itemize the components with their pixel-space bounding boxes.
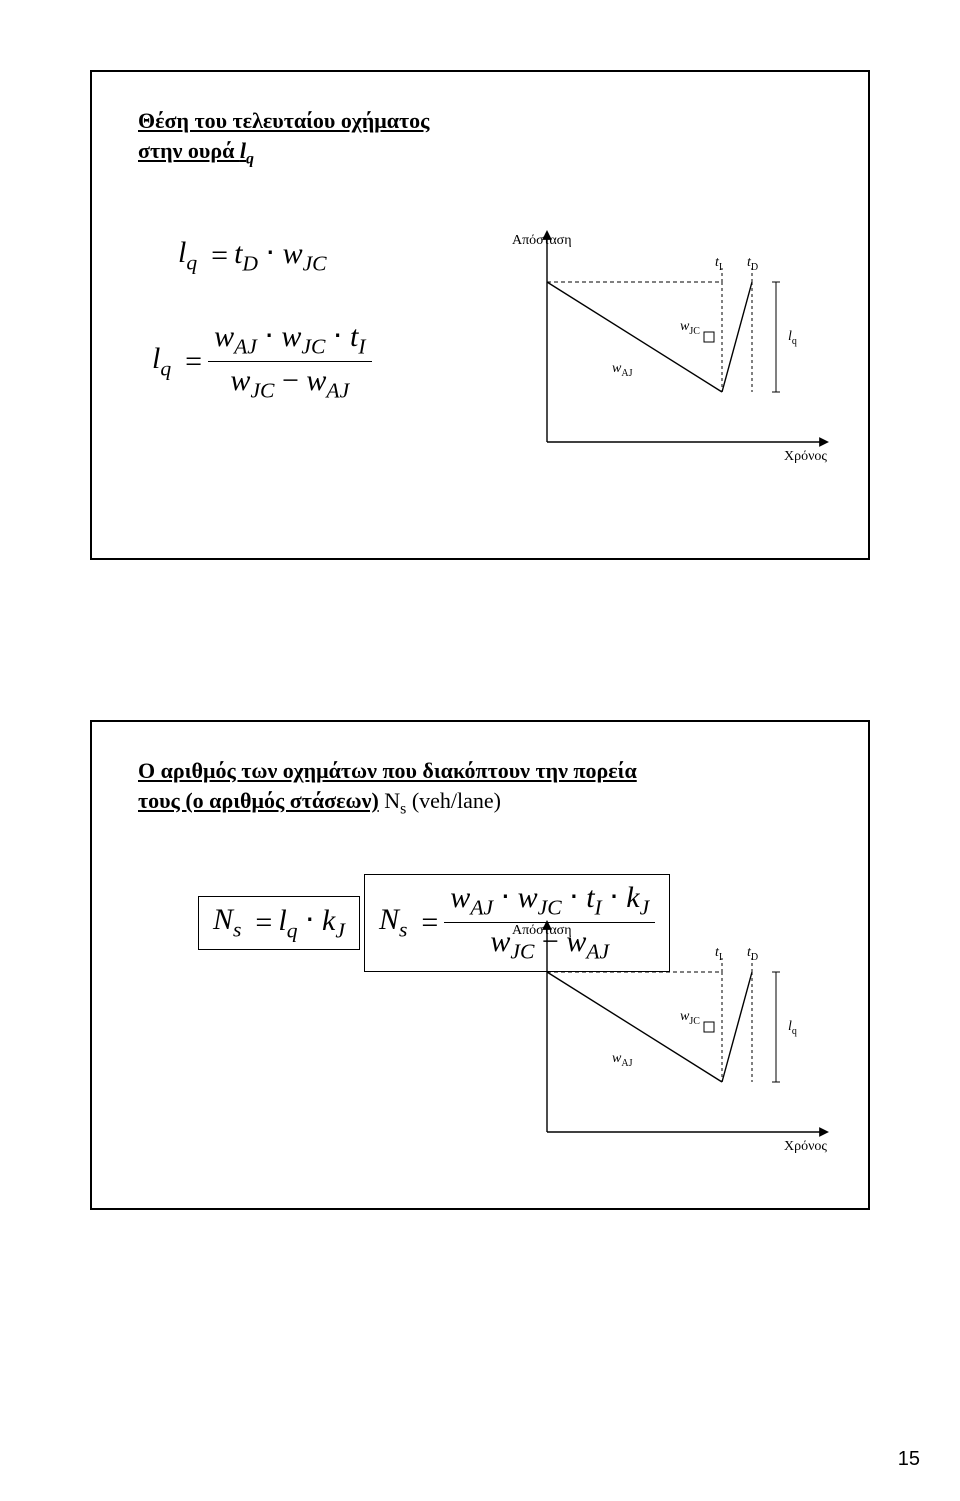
slide1-eq2-den-w2-base: w <box>306 364 326 397</box>
slide1-eq2-den-w2-sub: AJ <box>326 379 349 403</box>
slide1-eq2-num-w1-sub: AJ <box>234 335 257 359</box>
slide2-eq1-l-sub: q <box>287 918 298 942</box>
slide2-wAJ-sub: AJ <box>621 1058 632 1069</box>
slide1-eq2-num-w2-base: w <box>281 320 301 353</box>
slide2-lq-sub: q <box>792 1026 797 1037</box>
slide-1-frame: Θέση του τελευταίου οχήματος στην ουρά l… <box>90 70 870 560</box>
slide1-eq1-w-sub: JC <box>303 251 327 275</box>
slide1-ylabel: Απόσταση <box>512 233 572 248</box>
svg-text:tD: tD <box>747 255 758 273</box>
slide2-eq2-num-k-base: k <box>626 881 639 914</box>
slide2-eq2-num-t-base: t <box>586 881 594 914</box>
slide1-eq2-num-t-sub: I <box>358 335 365 359</box>
slide1-wJC-sub: JC <box>689 326 700 337</box>
svg-text:wAJ: wAJ <box>612 361 633 379</box>
slide1-eq2-num-w1-base: w <box>214 320 234 353</box>
svg-text:tI: tI <box>715 255 722 273</box>
slide1-xlabel: Χρόνος <box>784 449 827 464</box>
slide2-eq2-num-w1-sub: AJ <box>470 896 493 920</box>
slide2-eq1-lhs-base: N <box>213 903 233 936</box>
slide2-eq2-num-w2-base: w <box>518 881 538 914</box>
slide1-eq1-t-sub: D <box>242 251 258 275</box>
slide2-eq1-lhs-sub: s <box>233 918 241 942</box>
slide-2-frame: Ο αριθμός των οχημάτων που διακόπτουν τη… <box>90 720 870 1210</box>
slide1-eq2-lhs-sub: q <box>160 357 171 381</box>
slide2-eq2-num-w1-base: w <box>450 881 470 914</box>
slide2-xlabel: Χρόνος <box>784 1139 827 1154</box>
slide2-title-tail-suffix: (veh/lane) <box>406 788 501 813</box>
slide1-lq-sub: q <box>792 336 797 347</box>
slide2-eq2-lhs-sub: s <box>399 918 407 942</box>
svg-text:wJC: wJC <box>680 1009 700 1027</box>
svg-text:lq: lq <box>788 1019 797 1037</box>
slide2-diagram: Απόσταση Χρόνος tI tD wAJ wJC lq <box>512 912 842 1172</box>
slide2-eq1-k-sub: J <box>335 918 345 942</box>
slide2-eq1-box: Ns = lq ⋅ kJ <box>198 896 360 951</box>
slide2-eq1-l-base: l <box>278 904 286 937</box>
slide1-tI-sub: I <box>719 262 722 273</box>
slide2-eq1-k-base: k <box>322 904 335 937</box>
slide2-title: Ο αριθμός των οχημάτων που διακόπτουν τη… <box>138 756 832 820</box>
page-number: 15 <box>898 1448 920 1471</box>
slide1-wAJ-sub: AJ <box>621 368 632 379</box>
slide1-eq1-w-base: w <box>283 237 303 270</box>
svg-text:lq: lq <box>788 329 797 347</box>
slide2-tI-sub: I <box>719 952 722 963</box>
svg-text:tD: tD <box>747 945 758 963</box>
slide1-eq2-den-w1-base: w <box>230 364 250 397</box>
slide1-tD-sub: D <box>751 262 758 273</box>
slide2-title-tail-prefix: Ν <box>379 788 400 813</box>
slide1-eq1-lhs-sub: q <box>186 251 197 275</box>
slide2-tD-sub: D <box>751 952 758 963</box>
slide1-title-line2-prefix: στην ουρά <box>138 138 240 163</box>
slide2-wJC-sub: JC <box>689 1016 700 1027</box>
slide1-title-symbol-sub: q <box>246 150 254 167</box>
slide2-eq2-lhs-base: N <box>379 903 399 936</box>
slide1-title: Θέση του τελευταίου οχήματος στην ουρά l… <box>138 106 832 170</box>
slide1-diagram: Απόσταση Χρόνος tI tD wAJ wJC lq <box>512 222 842 482</box>
svg-text:tI: tI <box>715 945 722 963</box>
svg-text:wJC: wJC <box>680 319 700 337</box>
slide1-eq2-num-w2-sub: JC <box>301 335 325 359</box>
slide2-ylabel: Απόσταση <box>512 923 572 938</box>
slide2-title-line2: τους (ο αριθμός στάσεων) <box>138 788 379 813</box>
svg-text:wAJ: wAJ <box>612 1051 633 1069</box>
slide1-eq2-den-w1-sub: JC <box>250 379 274 403</box>
slide1-title-line1: Θέση του τελευταίου οχήματος <box>138 108 429 133</box>
slide2-eq2-den-w1-base: w <box>490 925 510 958</box>
slide2-title-line1: Ο αριθμός των οχημάτων που διακόπτουν τη… <box>138 758 637 783</box>
